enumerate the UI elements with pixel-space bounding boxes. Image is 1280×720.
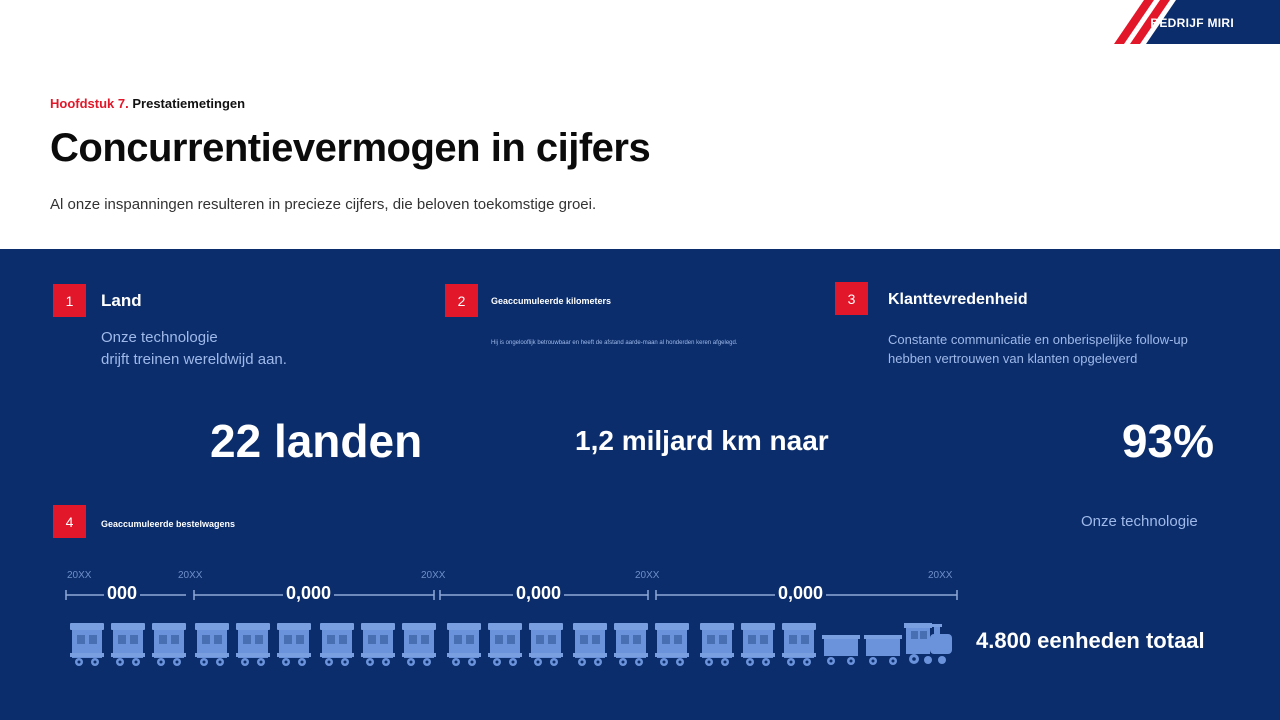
wagon-icon bbox=[700, 623, 734, 666]
wagon-icon bbox=[573, 623, 607, 666]
metric-4-label: Geaccumuleerde bestelwagens bbox=[101, 519, 236, 529]
chapter-number: Hoofdstuk 7. bbox=[50, 96, 129, 111]
metric-2-value: 1,2 miljard km naar bbox=[575, 425, 829, 456]
wagon-icon bbox=[236, 623, 270, 666]
metric-3-badge: 3 bbox=[835, 282, 868, 315]
timeline-year-2: 20XX bbox=[178, 570, 203, 581]
wagon-icon bbox=[152, 623, 186, 666]
metric-1-description-line1: Onze technologie bbox=[101, 329, 218, 346]
intro-section: Hoofdstuk 7. Prestatiemetingen Concurren… bbox=[50, 0, 1230, 249]
chapter-name: Prestatiemetingen bbox=[132, 96, 246, 111]
timeline-value-4: 0,000 bbox=[775, 583, 827, 604]
wagon-icon bbox=[447, 623, 481, 666]
locomotive-icon bbox=[904, 623, 952, 664]
chapter-heading: Hoofdstuk 7. Prestatiemetingen bbox=[50, 96, 245, 111]
wagon-icon bbox=[70, 623, 104, 666]
wagon-icon bbox=[655, 623, 689, 666]
flatcar-icon bbox=[864, 635, 902, 665]
timeline-year-3: 20XX bbox=[421, 570, 446, 581]
metric-1-label: Land bbox=[101, 291, 142, 310]
metric-3-description: Constante communicatie en onberispelijke… bbox=[888, 330, 1188, 368]
wagon-icon bbox=[277, 623, 311, 666]
timeline-year-5: 20XX bbox=[928, 570, 953, 581]
metric-1-value: 22 landen bbox=[210, 415, 423, 467]
metric-2-badge: 2 bbox=[445, 284, 478, 317]
brand-bar bbox=[1114, 0, 1280, 44]
wagons-total: 4.800 eenheden totaal bbox=[976, 628, 1205, 653]
page-title: Concurrentievermogen in cijfers bbox=[50, 126, 651, 170]
flatcar-icon bbox=[822, 635, 860, 665]
metric-1-badge: 1 bbox=[53, 284, 86, 317]
metric-3-description-line1: Constante communicatie en onberispelijke… bbox=[888, 332, 1188, 347]
brand-name: BEDRIJF MIRI bbox=[1150, 16, 1234, 30]
wagon-icon bbox=[782, 623, 816, 666]
wagon-icon bbox=[614, 623, 648, 666]
wagon-icon bbox=[529, 623, 563, 666]
metric-2-description: Hij is ongelooflijk betrouwbaar en heeft… bbox=[491, 340, 738, 346]
wagon-icon bbox=[488, 623, 522, 666]
metric-4-side-note: Onze technologie bbox=[1081, 513, 1198, 530]
metric-2-label: Geaccumuleerde kilometers bbox=[491, 296, 612, 306]
timeline-value-1: 000 bbox=[104, 583, 141, 604]
wagon-icon bbox=[320, 623, 354, 666]
timeline-value-2: 0,000 bbox=[283, 583, 335, 604]
wagon-icon bbox=[195, 623, 229, 666]
timeline-year-4: 20XX bbox=[635, 570, 660, 581]
timeline-value-3: 0,000 bbox=[513, 583, 565, 604]
metric-3-label: Klanttevredenheid bbox=[888, 291, 1028, 308]
metric-3-value: 93% bbox=[1121, 415, 1214, 467]
timeline-year-1: 20XX bbox=[67, 570, 92, 581]
metric-4-badge: 4 bbox=[53, 505, 86, 538]
wagon-icon bbox=[741, 623, 775, 666]
wagon-icon bbox=[111, 623, 145, 666]
metric-1-description: Onze technologie drijft treinen wereldwi… bbox=[101, 327, 287, 371]
page-subtitle: Al onze inspanningen resulteren in preci… bbox=[50, 196, 597, 213]
wagon-icon bbox=[361, 623, 395, 666]
metric-3-description-line2: hebben vertrouwen van klanten opgeleverd bbox=[888, 351, 1138, 366]
wagon-icon bbox=[402, 623, 436, 666]
timeline-axis bbox=[65, 590, 958, 600]
train-illustration bbox=[70, 623, 952, 666]
metric-1-description-line2: drijft treinen wereldwijd aan. bbox=[101, 351, 287, 368]
